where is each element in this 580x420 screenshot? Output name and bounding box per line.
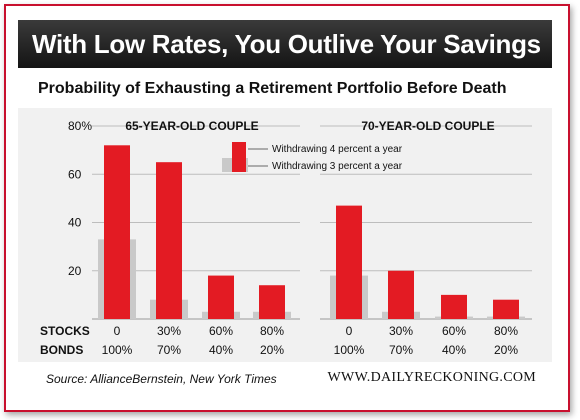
bar-withdraw4-panel-2-2 bbox=[388, 270, 414, 319]
bonds-label-panel-1-2: 70% bbox=[157, 343, 181, 357]
stocks-label-panel-2-1: 0 bbox=[346, 324, 353, 338]
stocks-label-panel-2-2: 30% bbox=[389, 324, 413, 338]
row-label-bonds: BONDS bbox=[40, 343, 83, 357]
bar-withdraw4-panel-2-3 bbox=[441, 294, 467, 319]
bonds-label-panel-2-2: 70% bbox=[389, 343, 413, 357]
bar-withdraw4-panel-1-3 bbox=[208, 275, 234, 319]
panel-title-1: 65-YEAR-OLD COUPLE bbox=[125, 119, 258, 133]
bar-withdraw4-panel-2-1 bbox=[336, 205, 362, 319]
legend-swatch-withdraw4 bbox=[232, 142, 246, 172]
bonds-label-panel-1-3: 40% bbox=[209, 343, 233, 357]
bonds-label-panel-1-4: 20% bbox=[260, 343, 284, 357]
chart-subtitle: Probability of Exhausting a Retirement P… bbox=[38, 80, 507, 97]
source-note: Source: AllianceBernstein, New York Time… bbox=[46, 372, 277, 386]
stocks-label-panel-2-3: 60% bbox=[442, 324, 466, 338]
y-tick-label-40: 40 bbox=[68, 216, 82, 230]
y-tick-label-80: 80% bbox=[68, 119, 92, 133]
y-tick-label-60: 60 bbox=[68, 167, 82, 181]
y-tick-label-20: 20 bbox=[68, 264, 82, 278]
stocks-label-panel-1-1: 0 bbox=[114, 324, 121, 338]
site-credit: WWW.DAILYRECKONING.COM bbox=[327, 370, 536, 385]
row-label-stocks: STOCKS bbox=[40, 324, 90, 338]
banner-title: With Low Rates, You Outlive Your Savings bbox=[18, 20, 552, 68]
stocks-label-panel-1-3: 60% bbox=[209, 324, 233, 338]
legend-label-withdraw3: Withdrawing 3 percent a year bbox=[272, 161, 403, 172]
bar-withdraw4-panel-1-1 bbox=[104, 145, 130, 319]
panel-title-2: 70-YEAR-OLD COUPLE bbox=[361, 119, 494, 133]
bonds-label-panel-2-3: 40% bbox=[442, 343, 466, 357]
legend-label-withdraw4: Withdrawing 4 percent a year bbox=[272, 144, 403, 155]
bar-withdraw4-panel-2-4 bbox=[493, 299, 519, 319]
bonds-label-panel-2-4: 20% bbox=[494, 343, 518, 357]
bonds-label-panel-1-1: 100% bbox=[102, 343, 133, 357]
stocks-label-panel-1-4: 80% bbox=[260, 324, 284, 338]
bar-withdraw4-panel-1-2 bbox=[156, 162, 182, 319]
stocks-label-panel-2-4: 80% bbox=[494, 324, 518, 338]
bar-withdraw4-panel-1-4 bbox=[259, 285, 285, 319]
stocks-label-panel-1-2: 30% bbox=[157, 324, 181, 338]
bonds-label-panel-2-1: 100% bbox=[334, 343, 365, 357]
